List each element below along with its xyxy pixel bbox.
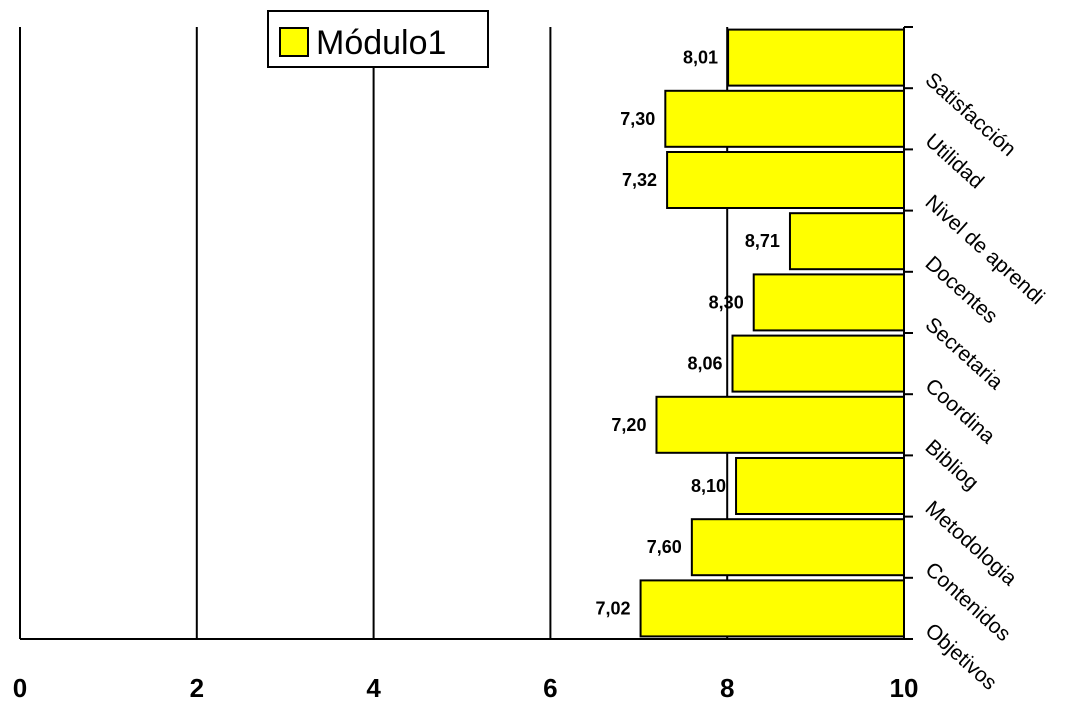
legend-label: Módulo1 [316, 24, 446, 62]
bar [639, 579, 905, 638]
data-label: 7,02 [596, 598, 631, 618]
x-tick-label: 10 [890, 673, 919, 703]
bar [731, 334, 906, 393]
x-tick-labels: 0 2 4 6 8 10 [13, 673, 919, 703]
x-tick-label: 6 [543, 673, 557, 703]
category-label: Nivel de aprendi [921, 191, 1049, 310]
data-label: 8,71 [745, 231, 780, 251]
x-tick-label: 0 [13, 673, 27, 703]
bar [735, 457, 905, 515]
data-label: 8,01 [683, 48, 718, 68]
legend-swatch [279, 27, 309, 57]
data-label: 8,06 [687, 354, 722, 374]
category-labels: ObjetivosContenidosMetodologiaBibliogCoo… [921, 68, 1049, 694]
bar [690, 518, 906, 577]
x-tick-label: 2 [190, 673, 204, 703]
x-tick-label: 8 [720, 673, 734, 703]
data-label: 7,30 [620, 109, 655, 129]
bars: 7,02 7,60 8,10 7,20 8,06 8,30 8,71 7,32 7,30 8,01 [596, 28, 906, 638]
bar [664, 89, 905, 148]
data-label: 8,10 [691, 476, 726, 496]
axes [19, 26, 913, 640]
category-label: Utilidad [921, 129, 988, 193]
data-label: 7,60 [647, 537, 682, 557]
x-tick-label: 4 [366, 673, 381, 703]
data-label: 8,30 [709, 292, 744, 312]
data-label: 7,32 [622, 170, 657, 190]
bar [727, 28, 905, 87]
bar [666, 151, 906, 209]
bar [752, 273, 905, 332]
bar [788, 212, 905, 271]
data-label: 7,20 [611, 415, 646, 435]
category-label: Bibliog [921, 435, 983, 494]
bar [655, 395, 905, 454]
legend: Módulo1 [267, 10, 489, 68]
